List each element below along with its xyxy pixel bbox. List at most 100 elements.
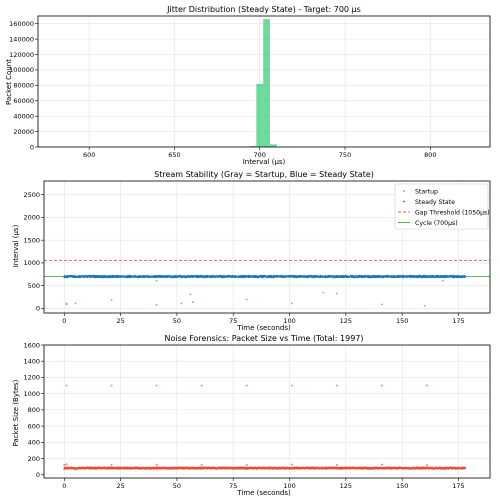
x-tick-label: 0: [62, 317, 66, 325]
y-tick-label: 600: [28, 422, 40, 430]
steady-state-outlier-point: [110, 299, 113, 302]
legend-marker: [403, 200, 405, 203]
x-tick-label: 175: [452, 482, 464, 490]
steady-state-point: [342, 276, 344, 279]
noise-forensics-panel: Noise Forensics: Packet Size vs Time (To…: [12, 334, 491, 497]
x-tick-label: 600: [83, 151, 95, 159]
y-tick-label: 0: [30, 143, 34, 151]
noise-forensics-xlabel: Time (seconds): [236, 489, 291, 497]
legend-label: Steady State: [415, 199, 455, 206]
large-packet-point: [290, 384, 293, 387]
y-tick-label: 40000: [13, 112, 34, 120]
x-tick-label: 100: [283, 317, 295, 325]
large-packet-point: [335, 384, 338, 387]
y-tick-label: 1000: [23, 259, 40, 267]
x-tick-label: 25: [116, 317, 124, 325]
steady-state-point: [268, 274, 271, 277]
y-tick-label: 80000: [13, 82, 34, 90]
steady-state-outlier-point: [441, 279, 444, 282]
x-tick-label: 150: [396, 317, 408, 325]
x-tick-label: 750: [339, 151, 351, 159]
packet-spike-point: [155, 463, 158, 466]
large-packet-point: [380, 384, 383, 387]
y-tick-label: 800: [28, 406, 40, 414]
packet-spike-point: [425, 464, 428, 467]
axes-frame: [43, 180, 491, 314]
stream-stability-xlabel: Time (seconds): [236, 324, 291, 332]
x-tick-label: 0: [62, 482, 66, 490]
y-tick-label: 500: [28, 282, 40, 290]
packet-spike-point: [63, 464, 66, 467]
steady-state-outlier-point: [322, 291, 325, 294]
packet-spike-point: [380, 463, 383, 466]
jitter-histogram-panel: Jitter Distribution (Steady State) - Tar…: [5, 5, 491, 166]
noise-forensics-title: Noise Forensics: Packet Size vs Time (To…: [164, 334, 363, 343]
legend-box: [394, 183, 489, 230]
x-tick-label: 50: [173, 317, 181, 325]
x-tick-label: 125: [340, 317, 352, 325]
large-packet-point: [245, 384, 248, 387]
steady-state-outlier-point: [74, 302, 77, 305]
steady-state-outlier-point: [155, 303, 158, 306]
steady-state-outlier-point: [180, 302, 183, 305]
legend-label: Startup: [415, 188, 438, 195]
jitter-histogram-ylabel: Packet Count: [5, 59, 13, 105]
packet-spike-point: [110, 464, 113, 467]
legend-label: Gap Threshold (1050μs): [415, 209, 490, 216]
x-tick-label: 650: [168, 151, 180, 159]
y-tick-label: 160000: [9, 20, 34, 28]
packet-spike-point: [200, 464, 203, 467]
steady-state-point: [158, 276, 161, 279]
steady-state-outlier-point: [155, 279, 158, 282]
steady-state-point: [432, 274, 435, 277]
steady-state-outlier-point: [423, 304, 426, 307]
stream-stability-title: Stream Stability (Gray = Startup, Blue =…: [154, 170, 374, 179]
steady-state-point: [109, 275, 111, 277]
x-tick-label: 150: [396, 482, 408, 490]
x-tick-label: 700: [254, 151, 266, 159]
x-tick-label: 25: [116, 482, 124, 490]
steady-state-point: [417, 276, 420, 278]
packet-spike-point: [65, 463, 68, 466]
steady-state-outlier-point: [65, 302, 68, 305]
y-tick-label: 1500: [23, 236, 40, 244]
y-tick-label: 200: [28, 455, 40, 463]
x-tick-label: 100: [283, 482, 295, 490]
y-tick-label: 1200: [23, 374, 40, 382]
x-tick-label: 175: [452, 317, 464, 325]
stream-stability-ylabel: Interval (μs): [12, 224, 20, 267]
steady-state-outlier-point: [335, 292, 338, 295]
y-tick-label: 0: [36, 305, 40, 313]
large-packet-point: [425, 384, 429, 387]
legend-label: Cycle (700μs): [415, 220, 458, 227]
steady-state-outlier-point: [189, 293, 192, 296]
legend-marker: [403, 190, 405, 192]
jitter-histogram-title: Jitter Distribution (Steady State) - Tar…: [166, 5, 361, 14]
y-tick-label: 1000: [23, 390, 40, 398]
jitter-histogram-xlabel: Interval (μs): [243, 158, 286, 166]
histogram-bar: [263, 19, 270, 148]
y-tick-label: 400: [28, 439, 40, 447]
steady-state-outlier-point: [191, 301, 194, 303]
y-tick-label: 100000: [9, 66, 34, 74]
histogram-bar: [249, 145, 257, 147]
steady-state-outlier-point: [245, 298, 248, 301]
y-tick-label: 0: [36, 471, 40, 479]
x-tick-label: 800: [424, 151, 436, 159]
packet-spike-point: [290, 463, 293, 466]
y-tick-label: 20000: [13, 128, 34, 136]
large-packet-point: [155, 384, 158, 387]
axes-frame: [37, 15, 491, 148]
large-packet-point: [65, 384, 68, 387]
y-tick-label: 120000: [9, 51, 34, 59]
steady-state-point: [99, 274, 102, 277]
packet-spike-point: [245, 464, 248, 467]
y-tick-label: 2500: [23, 191, 40, 199]
histogram-bar: [256, 83, 264, 147]
large-packet-point: [200, 384, 203, 387]
y-tick-label: 2000: [23, 214, 40, 222]
y-tick-label: 1400: [23, 358, 40, 366]
noise-forensics-ylabel: Packet Size (Bytes): [12, 379, 20, 446]
axes-frame: [43, 344, 491, 479]
